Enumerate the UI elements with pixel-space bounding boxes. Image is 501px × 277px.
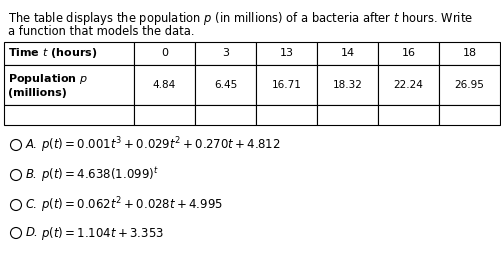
Text: The table displays the population $p$ (in millions) of a bacteria after $t$ hour: The table displays the population $p$ (i… <box>8 10 472 27</box>
Text: 16.71: 16.71 <box>271 80 301 90</box>
Bar <box>134 42 194 65</box>
Text: 0: 0 <box>161 48 168 58</box>
Bar <box>316 65 377 105</box>
Bar <box>4 105 134 125</box>
Bar <box>256 42 316 65</box>
Bar <box>377 42 438 65</box>
Text: Time $t$ (hours): Time $t$ (hours) <box>8 47 97 60</box>
Bar <box>134 105 194 125</box>
Text: A.: A. <box>26 138 38 152</box>
Bar <box>377 105 438 125</box>
Text: 6.45: 6.45 <box>213 80 236 90</box>
Text: $p(t) = 0.001t^3+0.029t^2+0.270t+4.812$: $p(t) = 0.001t^3+0.029t^2+0.270t+4.812$ <box>42 135 281 155</box>
Text: D.: D. <box>26 227 38 240</box>
Text: B.: B. <box>26 168 37 181</box>
Text: 26.95: 26.95 <box>454 80 483 90</box>
Text: a function that models the data.: a function that models the data. <box>8 25 194 38</box>
Bar <box>316 42 377 65</box>
Bar <box>194 65 256 105</box>
Bar <box>4 42 134 65</box>
Text: 14: 14 <box>340 48 354 58</box>
Bar <box>438 65 499 105</box>
Text: 3: 3 <box>221 48 228 58</box>
Bar <box>256 65 316 105</box>
Bar <box>4 65 134 105</box>
Bar <box>316 105 377 125</box>
Text: 18.32: 18.32 <box>332 80 362 90</box>
Text: $p(t) = 4.638(1.099)^t$: $p(t) = 4.638(1.099)^t$ <box>42 166 159 184</box>
Text: $p(t) = 1.104t+3.353$: $p(t) = 1.104t+3.353$ <box>42 224 164 242</box>
Text: 18: 18 <box>461 48 475 58</box>
Text: 13: 13 <box>279 48 293 58</box>
Bar <box>194 42 256 65</box>
Bar <box>377 65 438 105</box>
Text: 16: 16 <box>401 48 415 58</box>
Bar <box>256 105 316 125</box>
Text: 22.24: 22.24 <box>393 80 423 90</box>
Bar <box>438 105 499 125</box>
Text: Population $p$
(millions): Population $p$ (millions) <box>8 72 88 98</box>
Bar <box>194 105 256 125</box>
Bar <box>438 42 499 65</box>
Bar <box>134 65 194 105</box>
Text: $p(t) = 0.062t^2+0.028t+4.995$: $p(t) = 0.062t^2+0.028t+4.995$ <box>42 195 223 215</box>
Text: 4.84: 4.84 <box>153 80 176 90</box>
Text: C.: C. <box>26 199 38 212</box>
